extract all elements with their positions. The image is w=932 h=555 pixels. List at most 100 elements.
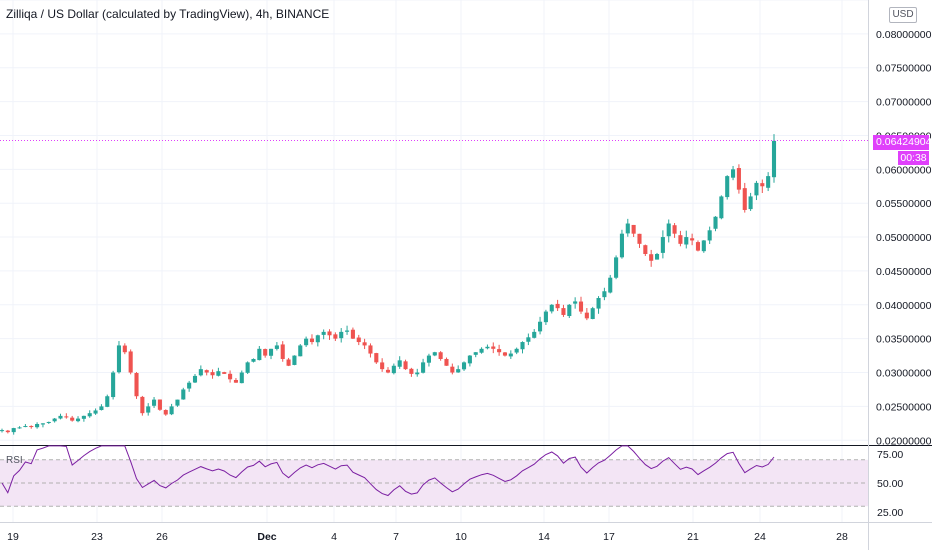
price-axis-label: 0.03500000	[876, 334, 932, 346]
candle-body	[625, 223, 630, 234]
candle-body	[491, 346, 496, 349]
candle-body	[339, 331, 344, 339]
candle-body	[602, 291, 607, 298]
candle-body	[713, 216, 718, 229]
price-axis-label: 0.08000000	[876, 29, 932, 41]
candle-body	[660, 237, 665, 253]
candle-body	[473, 352, 478, 355]
candle-body	[268, 348, 274, 356]
candle-body	[731, 169, 736, 178]
candle-body	[578, 301, 584, 312]
candle-body	[216, 371, 221, 376]
candle-body	[228, 373, 233, 380]
candle-body	[99, 406, 104, 411]
candle-body	[52, 418, 57, 422]
rsi-label: RSI	[6, 455, 23, 466]
candle-body	[479, 348, 484, 353]
candle-body	[456, 369, 461, 373]
candle-body	[23, 426, 28, 428]
candle-body	[438, 352, 443, 359]
time-axis-label: 19	[7, 531, 19, 543]
candle-body	[701, 240, 706, 252]
candle-body	[637, 233, 642, 244]
candle-body	[444, 358, 449, 366]
price-axis-label: 0.05500000	[876, 198, 932, 210]
price-axis-label: 0.04000000	[876, 300, 932, 312]
candle-body	[684, 237, 689, 245]
candle-body	[520, 342, 525, 350]
candle-body	[380, 362, 385, 370]
candle-body	[526, 337, 531, 342]
candle-body	[502, 352, 508, 356]
candle-body	[543, 311, 548, 323]
time-axis-label: 23	[91, 531, 103, 543]
candle-body	[233, 379, 238, 383]
candle-body	[766, 176, 771, 188]
chart-title: Zilliqa / US Dollar (calculated by Tradi…	[6, 7, 330, 21]
candle-body	[362, 342, 367, 346]
candle-body	[672, 225, 677, 234]
candle-body	[321, 331, 326, 335]
rsi-axis-label: 75.00	[877, 449, 903, 461]
candle-body	[75, 418, 81, 422]
candle-body	[58, 415, 63, 419]
candle-body	[204, 370, 209, 373]
candle-body	[64, 416, 69, 418]
candle-timer-tag: 00:38	[898, 151, 929, 165]
rsi-axis-label: 50.00	[877, 478, 903, 490]
candle-body	[134, 373, 139, 397]
time-axis-label: 28	[836, 531, 848, 543]
candle-body	[111, 372, 116, 398]
candle-body	[169, 406, 174, 415]
candle-body	[736, 168, 741, 190]
time-axis-label: 7	[393, 531, 399, 543]
candle-body	[485, 346, 490, 349]
candle-body	[614, 257, 619, 278]
candle-body	[690, 238, 695, 241]
candle-body	[116, 345, 122, 373]
candle-body	[163, 410, 168, 415]
candle-body	[403, 361, 408, 370]
candle-body	[175, 399, 180, 406]
candle-body	[333, 334, 338, 339]
candle-body	[140, 396, 145, 414]
candle-body	[181, 389, 186, 400]
candle-body	[584, 312, 589, 319]
candle-body	[608, 277, 613, 293]
candle-body	[409, 368, 414, 374]
candle-body	[631, 224, 636, 234]
candle-body	[497, 349, 502, 353]
candle-body	[286, 359, 291, 366]
time-axis-label: 14	[538, 531, 550, 543]
candle-body	[350, 329, 355, 339]
rsi-axis-label: 25.00	[877, 507, 903, 519]
candle-body	[467, 355, 472, 364]
candle-body	[397, 360, 402, 367]
candle-body	[590, 308, 595, 319]
candle-body	[292, 355, 297, 365]
candle-body	[274, 345, 279, 349]
candle-body	[426, 355, 431, 363]
candle-body	[532, 331, 537, 338]
candle-body	[415, 372, 420, 375]
time-axis-label: 21	[687, 531, 699, 543]
candle-body	[198, 369, 203, 376]
candle-body	[619, 233, 624, 258]
candle-body	[356, 337, 361, 343]
candle-body	[748, 196, 753, 210]
candle-body	[368, 345, 373, 354]
candle-body	[128, 351, 133, 373]
candle-body	[654, 253, 660, 260]
candle-body	[649, 254, 654, 261]
candle-body	[309, 338, 315, 343]
time-axis-label: 10	[455, 531, 467, 543]
candle-body	[17, 427, 22, 429]
last-price-tag: 0.06424904	[873, 135, 931, 150]
candle-body	[461, 362, 467, 370]
candle-body	[222, 372, 227, 374]
candle-body	[514, 348, 519, 353]
currency-badge[interactable]: USD	[889, 7, 917, 23]
candle-body	[643, 245, 648, 254]
